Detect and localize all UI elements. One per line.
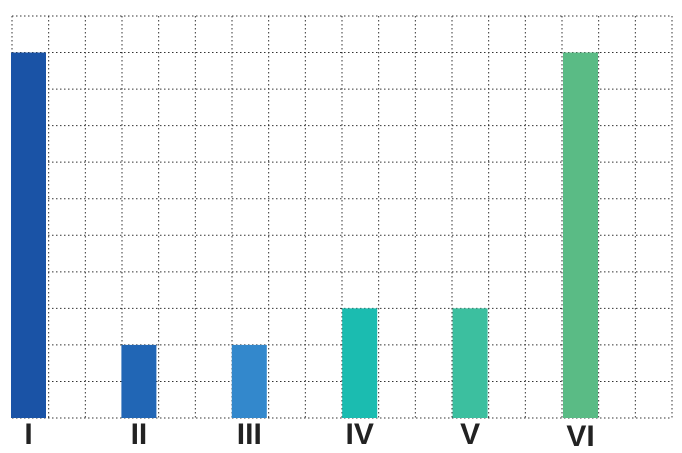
x-tick-label: II [131, 418, 148, 451]
bar [563, 52, 598, 418]
x-tick-label: IV [346, 418, 374, 451]
x-tick-label: VI [566, 420, 594, 453]
x-tick-label: III [237, 418, 262, 451]
bar [452, 308, 488, 418]
x-tick-label: I [24, 418, 32, 451]
bar [231, 344, 267, 418]
x-tick-label: V [460, 418, 480, 451]
bar [11, 52, 46, 418]
bar [121, 344, 157, 418]
bar [342, 308, 378, 418]
